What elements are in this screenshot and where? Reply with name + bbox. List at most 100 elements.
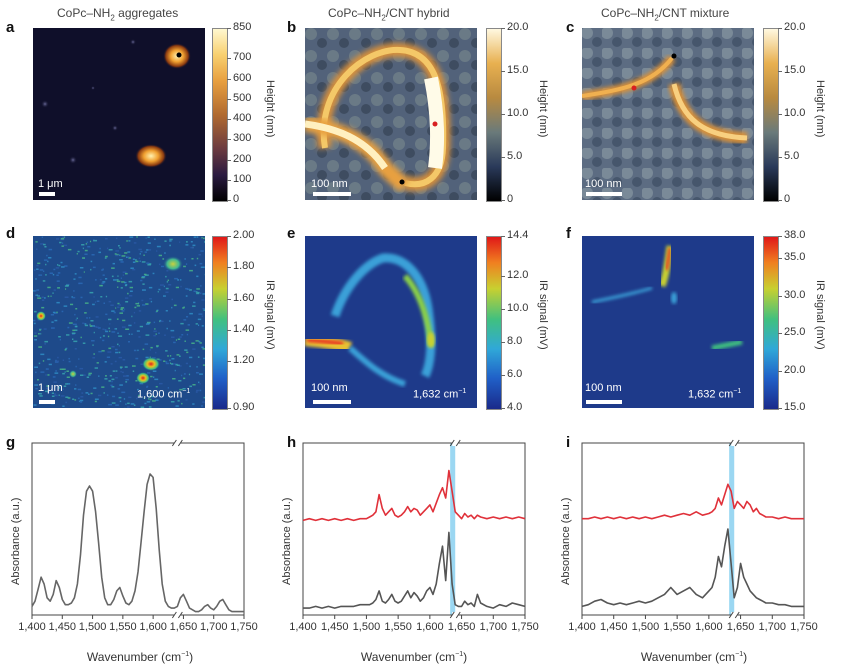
noise-speck xyxy=(65,348,67,350)
noise-speck xyxy=(159,382,163,385)
scale-bar-d xyxy=(39,400,55,404)
x-tick-label: 1,400 xyxy=(289,621,317,633)
noise-speck xyxy=(184,258,186,260)
noise-speck xyxy=(92,357,96,359)
noise-speck xyxy=(91,340,95,342)
noise-speck xyxy=(128,257,132,259)
scale-bar-label-f: 100 nm xyxy=(585,382,622,394)
noise-speck xyxy=(94,367,98,369)
noise-speck xyxy=(54,361,59,363)
noise-speck xyxy=(204,241,205,243)
noise-speck xyxy=(99,284,103,287)
colorbar-tick-mark xyxy=(778,408,782,409)
noise-speck xyxy=(98,394,102,397)
noise-speck xyxy=(90,320,94,322)
noise-speck xyxy=(53,381,57,383)
noise-speck xyxy=(111,346,115,348)
noise-speck xyxy=(140,406,145,408)
noise-speck xyxy=(64,296,69,298)
x-tick-label: 1,400 xyxy=(568,621,596,633)
ir-map-aggregates: 1 μm 1,600 cm−1 xyxy=(33,236,205,408)
noise-speck xyxy=(44,343,47,345)
noise-speck xyxy=(142,304,146,306)
noise-speck xyxy=(84,323,87,325)
noise-speck xyxy=(104,329,107,331)
noise-speck xyxy=(192,305,196,307)
noise-speck xyxy=(111,267,115,269)
noise-speck xyxy=(61,310,64,313)
aggregate-blob xyxy=(135,144,167,168)
noise-speck xyxy=(141,276,145,279)
panel-label-g: g xyxy=(6,434,16,451)
noise-speck xyxy=(180,285,182,288)
noise-speck xyxy=(156,345,159,347)
noise-speck xyxy=(45,368,49,370)
x-tick-label: 1,700 xyxy=(479,621,508,633)
noise-speck xyxy=(115,250,119,252)
noise-speck xyxy=(148,249,152,251)
noise-speck xyxy=(135,302,140,305)
axis-break-mark xyxy=(734,611,740,619)
spectrum-plot-g xyxy=(31,439,250,619)
noise-speck xyxy=(112,395,116,398)
noise-speck xyxy=(136,305,140,307)
noise-speck xyxy=(121,281,125,283)
noise-speck xyxy=(164,252,166,254)
noise-speck xyxy=(74,399,77,401)
noise-speck xyxy=(93,353,95,355)
noise-speck xyxy=(135,380,138,382)
noise-speck xyxy=(108,249,113,251)
noise-speck xyxy=(131,315,133,318)
noise-speck xyxy=(172,378,176,380)
noise-speck xyxy=(65,383,68,385)
colorbar-tick-label: 1.80 xyxy=(233,260,255,273)
noise-speck xyxy=(93,331,95,334)
axis-break-mark xyxy=(449,611,455,619)
noise-speck xyxy=(124,281,127,284)
noise-speck xyxy=(75,325,78,328)
noise-speck xyxy=(67,248,72,251)
noise-speck xyxy=(191,258,194,260)
noise-speck xyxy=(45,390,49,393)
noise-speck xyxy=(126,240,128,242)
noise-speck xyxy=(76,317,78,320)
highlight-band-h xyxy=(450,443,456,615)
colorbar-tick-mark xyxy=(501,157,505,158)
noise-speck xyxy=(189,356,193,359)
noise-speck xyxy=(88,324,91,326)
noise-speck xyxy=(173,304,177,307)
noise-speck xyxy=(115,377,118,379)
noise-speck xyxy=(51,321,54,323)
noise-speck xyxy=(171,298,173,301)
plot-frame-g xyxy=(31,442,245,616)
noise-speck xyxy=(59,384,62,387)
noise-speck xyxy=(55,370,57,372)
noise-speck xyxy=(78,276,82,279)
noise-speck xyxy=(182,307,185,309)
colorbar-b xyxy=(486,28,502,202)
noise-speck xyxy=(35,387,38,390)
noise-speck xyxy=(169,362,171,364)
noise-speck xyxy=(201,405,203,407)
noise-speck xyxy=(145,323,150,325)
noise-speck xyxy=(41,306,45,309)
noise-speck xyxy=(152,272,155,275)
noise-speck xyxy=(51,327,55,329)
noise-speck xyxy=(170,329,175,332)
noise-speck xyxy=(101,386,105,388)
noise-speck xyxy=(36,289,40,291)
noise-speck xyxy=(63,244,68,247)
noise-speck xyxy=(167,387,169,389)
noise-speck xyxy=(147,372,151,374)
noise-speck xyxy=(133,311,136,314)
noise-speck xyxy=(111,275,114,278)
noise-speck xyxy=(184,349,188,351)
noise-speck xyxy=(144,274,149,276)
noise-speck xyxy=(177,338,181,340)
scale-bar-label-d: 1 μm xyxy=(38,382,63,394)
noise-speck xyxy=(137,349,139,352)
noise-speck xyxy=(49,272,53,274)
noise-speck xyxy=(136,236,138,238)
noise-speck xyxy=(132,261,136,263)
noise-speck xyxy=(186,316,189,318)
